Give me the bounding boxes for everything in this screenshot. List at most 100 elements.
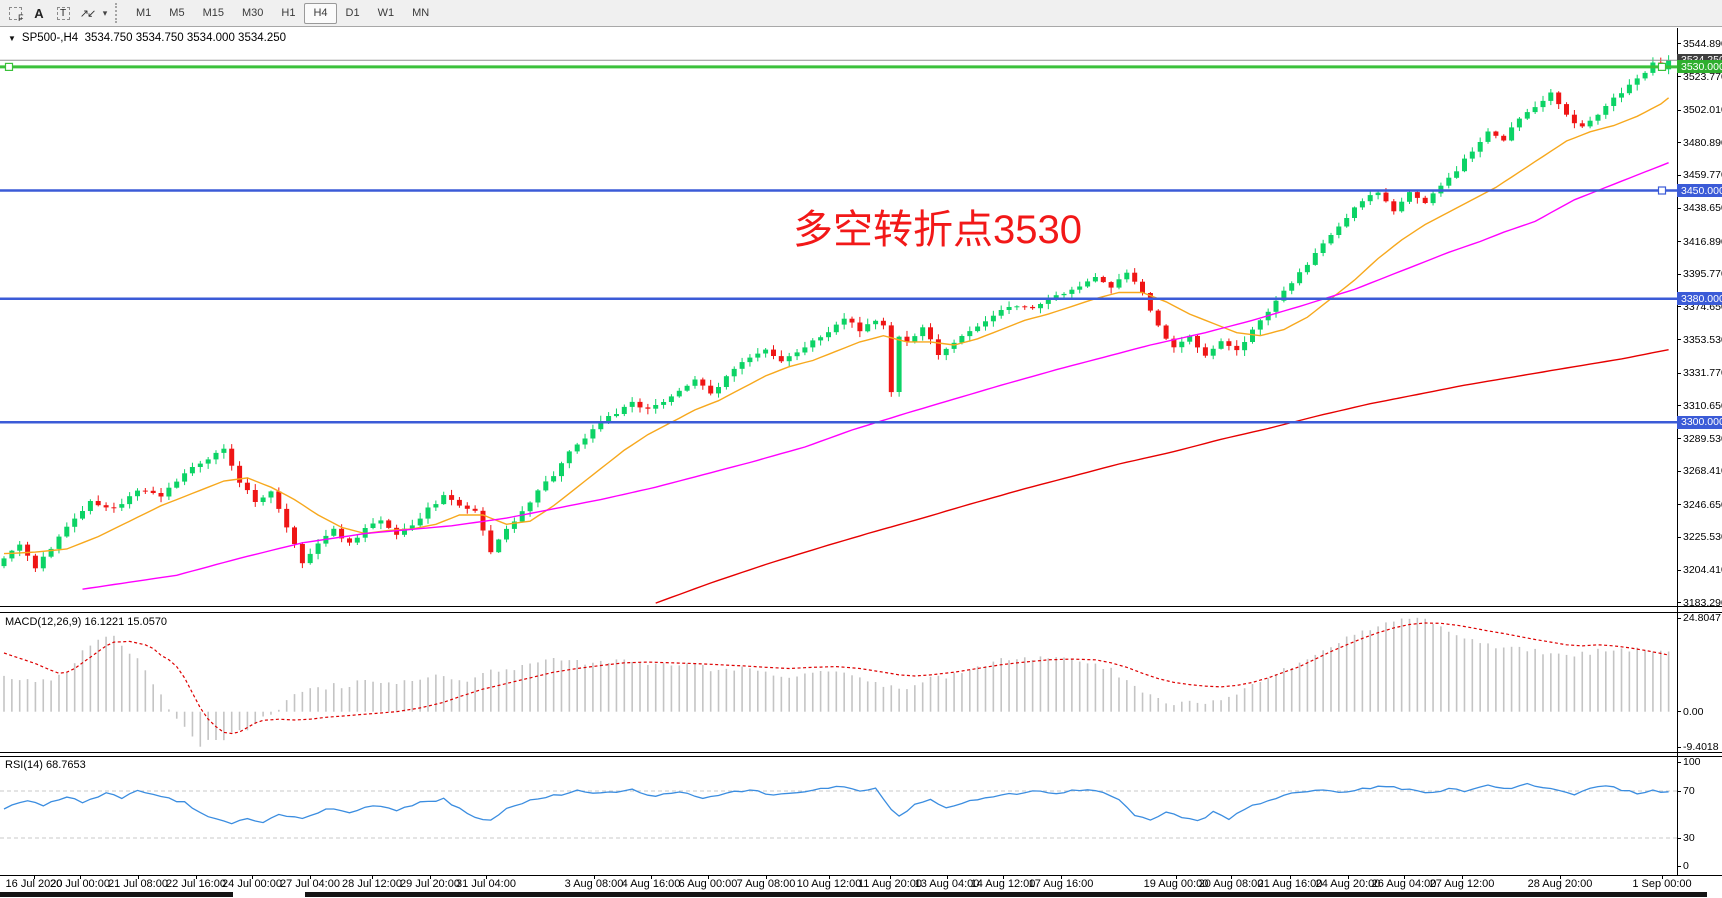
time-tick: [34, 875, 35, 879]
h-scrollbar[interactable]: [0, 892, 1707, 897]
candle-body: [307, 553, 313, 564]
candle-body: [1304, 264, 1310, 273]
candle-body: [786, 356, 792, 362]
toolbar-grip[interactable]: [115, 3, 121, 23]
candle-body: [818, 337, 824, 341]
candle-body: [229, 448, 235, 466]
candle-body: [292, 527, 297, 544]
pane-separator[interactable]: [0, 606, 1722, 607]
time-tick: [430, 875, 431, 879]
candle-body: [1603, 106, 1609, 115]
candle-body: [943, 348, 949, 356]
candle-body: [1226, 341, 1232, 346]
indicator-tick: 0: [1677, 860, 1689, 872]
timeframe-button-m1[interactable]: M1: [127, 3, 160, 24]
candle-body: [464, 505, 470, 509]
time-tick: [1003, 875, 1004, 879]
timeframe-button-h4[interactable]: H4: [304, 2, 337, 24]
text-label-icon[interactable]: A: [27, 2, 51, 24]
line-handle[interactable]: [4, 62, 14, 72]
pane-separator[interactable]: [0, 752, 1722, 753]
candle-body: [928, 327, 933, 340]
chart-annotation-text[interactable]: 多空转折点3530: [793, 208, 1082, 252]
candle-body: [1626, 84, 1632, 94]
timeframe-button-m5[interactable]: M5: [160, 3, 193, 24]
chart-template-f-icon[interactable]: F: [3, 2, 27, 24]
candle-body: [205, 459, 211, 464]
candle-body: [676, 390, 682, 397]
rsi-label: RSI(14) 68.7653: [5, 759, 86, 771]
candle-body: [794, 352, 800, 357]
candle-body: [1085, 281, 1091, 287]
candle-body: [1053, 295, 1059, 299]
line-handle[interactable]: [1657, 62, 1667, 72]
timeframe-button-m15[interactable]: M15: [194, 3, 233, 24]
candle-body: [873, 320, 879, 325]
candle-body: [1611, 97, 1617, 106]
candle-body: [1210, 348, 1216, 356]
time-label: 16 Jul 2020: [5, 878, 63, 890]
timeframe-button-mn[interactable]: MN: [403, 3, 438, 24]
collapse-triangle-icon[interactable]: ▼: [8, 33, 16, 43]
chart-title: ▼ SP500-,H4 3534.750 3534.750 3534.000 3…: [8, 32, 286, 44]
timeframe-button-d1[interactable]: D1: [337, 3, 369, 24]
time-label: 22 Jul 16:00: [166, 878, 226, 890]
candle-body: [111, 507, 117, 509]
candle-body: [252, 490, 258, 502]
candle-body: [1587, 120, 1593, 127]
candle-body: [731, 368, 737, 377]
price-tick: 3544.890: [1677, 38, 1722, 50]
timeframe-button-w1[interactable]: W1: [369, 3, 404, 24]
candle-body: [237, 465, 243, 483]
candles: [1, 55, 1672, 572]
time-label: 10 Aug 12:00: [796, 878, 862, 890]
arrows-dropdown-button[interactable]: ▾: [99, 2, 111, 24]
price-axis-border: [1677, 28, 1678, 875]
candle-body: [621, 406, 627, 414]
candle-body: [87, 501, 93, 511]
ma-slow: [655, 349, 1669, 604]
candle-body: [951, 342, 957, 349]
price-tick: 3225.530: [1677, 531, 1722, 543]
candle-body: [1257, 320, 1263, 330]
text-box-icon[interactable]: T: [51, 2, 75, 24]
candle-body: [284, 508, 290, 528]
candle-body: [771, 349, 776, 356]
candle-body: [1352, 207, 1357, 218]
candle-body: [417, 518, 423, 526]
candle-body: [1140, 281, 1145, 293]
candle-body: [1218, 341, 1224, 349]
timeframe-toolbar: M1 M5 M15 M30 H1 H4 D1 W1 MN: [127, 2, 438, 24]
time-tick: [947, 875, 948, 879]
candle-body: [1116, 279, 1122, 288]
time-label: 28 Aug 20:00: [1527, 878, 1593, 890]
dashed-box-icon: T: [56, 6, 70, 20]
candle-body: [268, 491, 274, 498]
candle-body: [1422, 197, 1428, 203]
macd-pane[interactable]: [0, 613, 1677, 751]
arrows-tool-button[interactable]: ↗↙: [75, 2, 99, 24]
time-tick: [486, 875, 487, 879]
candle-body: [1454, 171, 1460, 178]
time-label: 14 Aug 12:00: [970, 878, 1036, 890]
candle-body: [1187, 335, 1193, 342]
timeframe-button-m30[interactable]: M30: [233, 3, 272, 24]
rsi-pane[interactable]: [0, 756, 1677, 875]
price-tick: 3353.530: [1677, 334, 1722, 346]
candle-body: [802, 347, 808, 353]
timeframe-button-h1[interactable]: H1: [272, 3, 304, 24]
line-handle[interactable]: [1657, 186, 1667, 195]
candle-body: [496, 539, 502, 553]
candle-body: [857, 322, 863, 332]
candle-body: [1595, 114, 1601, 121]
price-tick: 3268.410: [1677, 465, 1722, 477]
time-tick: [708, 875, 709, 879]
candle-body: [425, 507, 431, 519]
time-tick: [1061, 875, 1062, 879]
macd-signal-line: [3, 622, 1669, 735]
candle-body: [1, 558, 7, 567]
candle-body: [441, 495, 447, 505]
main-chart-pane[interactable]: [0, 28, 1677, 606]
candle-body: [480, 510, 486, 531]
time-label: 4 Aug 16:00: [621, 878, 681, 890]
